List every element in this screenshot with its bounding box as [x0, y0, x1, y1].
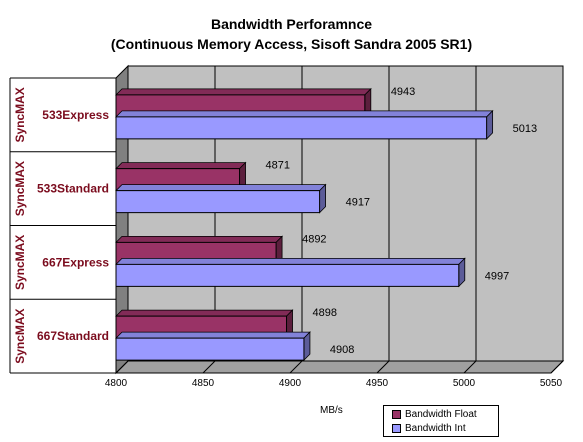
legend-label-float: Bandwidth Float [405, 409, 477, 420]
legend: Bandwidth Float Bandwidth Int [383, 405, 499, 437]
chart-subtitle: (Continuous Memory Access, Sisoft Sandra… [110, 36, 473, 52]
bar-top-face [115, 184, 327, 192]
gridline-floor [115, 360, 129, 374]
gridline-floor [289, 360, 303, 374]
data-label: 4917 [346, 197, 370, 209]
legend-swatch-float [392, 409, 401, 419]
data-label: 4898 [313, 307, 337, 319]
bar-bandwidth-int [115, 263, 460, 287]
x-tick-label: 4900 [279, 378, 302, 389]
gridline-floor [376, 360, 390, 374]
x-tick-label: 4800 [105, 378, 128, 389]
legend-item-int: Bandwidth Int [392, 422, 466, 435]
bar-top-face [115, 235, 284, 243]
data-label: 4871 [266, 160, 290, 172]
bar-bandwidth-int [115, 337, 305, 361]
category-group-label: SyncMAX [13, 308, 27, 363]
gridline-floor [202, 360, 216, 374]
plot-floor [114, 360, 565, 374]
legend-swatch-int [392, 423, 401, 433]
data-label: 4908 [330, 344, 354, 356]
bar-top-face [115, 110, 494, 118]
x-tick-label: 5050 [540, 378, 563, 389]
bar-bandwidth-int [115, 116, 488, 140]
legend-item-float: Bandwidth Float [392, 408, 477, 421]
category-group-label: SyncMAX [13, 235, 27, 290]
category-group-label: SyncMAX [13, 161, 27, 216]
bar-top-face [115, 88, 372, 96]
gridline-floor [463, 360, 477, 374]
data-label: 4892 [302, 233, 326, 245]
x-tick-label: 4950 [366, 378, 389, 389]
data-label: 4943 [391, 86, 415, 98]
bar-top-face [115, 331, 311, 339]
x-axis-label: MB/s [320, 405, 343, 416]
category-label: 533Express [42, 108, 109, 122]
bar-top-face [115, 257, 466, 265]
data-label: 5013 [513, 123, 537, 135]
bar-top-face [115, 162, 247, 170]
category-label: 667Standard [37, 329, 109, 343]
bar-bandwidth-int [115, 190, 321, 214]
category-group-label: SyncMAX [13, 87, 27, 142]
x-tick-label: 4850 [192, 378, 215, 389]
legend-label-int: Bandwidth Int [405, 423, 466, 434]
category-label: 533Standard [37, 182, 109, 196]
gridline-floor [550, 360, 564, 374]
data-label: 4997 [485, 270, 509, 282]
chart-title: Bandwidth Perforamnce [210, 16, 373, 32]
category-label: 667Express [42, 255, 109, 269]
x-tick-label: 5000 [453, 378, 476, 389]
bar-top-face [115, 309, 294, 317]
